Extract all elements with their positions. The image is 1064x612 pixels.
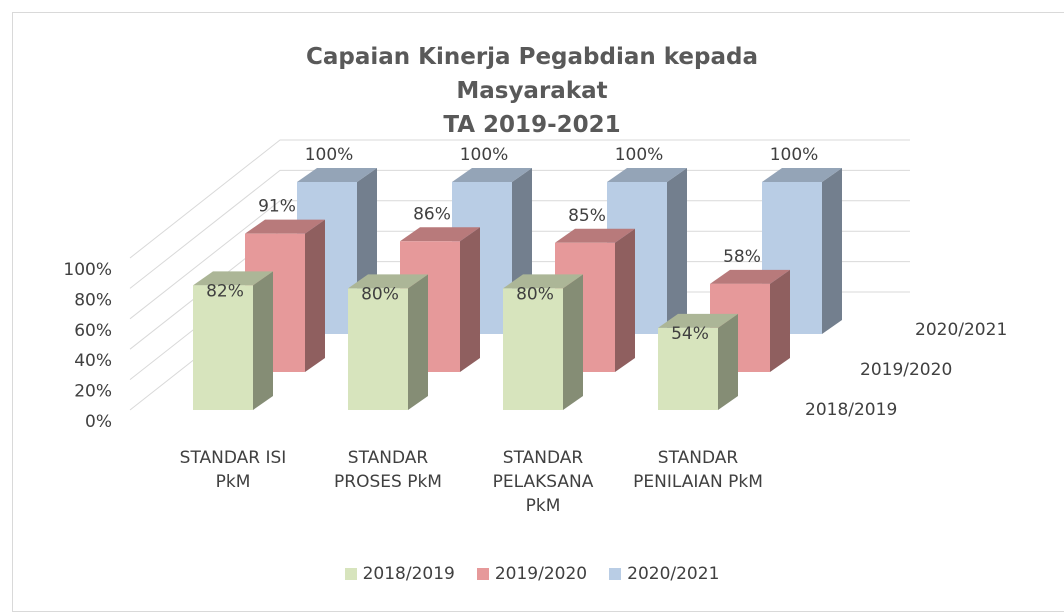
y-tick-label: 20%: [74, 382, 112, 402]
data-label: 80%: [516, 284, 554, 304]
legend-item: 2018/2019: [344, 564, 455, 584]
bar-side: [667, 168, 687, 334]
bar: [193, 271, 273, 410]
data-label: 80%: [361, 284, 399, 304]
x-tick-label: STANDAR PELAKSANA PkM: [492, 448, 594, 516]
data-label: 91%: [258, 197, 296, 217]
data-label: 100%: [305, 145, 354, 165]
bar: [348, 274, 428, 410]
depth-label: 2019/2020: [860, 360, 952, 380]
bar-top: [245, 219, 325, 234]
data-label: 100%: [770, 145, 819, 165]
depth-label: 2020/2021: [915, 320, 1007, 340]
y-tick-label: 100%: [63, 260, 112, 280]
bar-side: [408, 274, 428, 410]
y-tick-label: 60%: [74, 321, 112, 341]
legend-swatch: [476, 568, 489, 580]
legend-label: 2018/2019: [362, 564, 455, 584]
legend-item: 2019/2020: [476, 564, 588, 584]
x-tick-label: STANDAR PENILAIAN PkM: [633, 448, 763, 492]
legend: 2018/2019 2019/2020 2020/2021: [0, 564, 1064, 584]
x-tick-label: STANDAR ISI PkM: [179, 448, 287, 492]
legend-swatch: [609, 568, 622, 580]
bar-front: [503, 288, 563, 410]
chart-title: Capaian Kinerja Pegabdian kepada Masyara…: [305, 44, 758, 138]
bar-top: [193, 271, 273, 286]
data-label: 82%: [206, 281, 244, 301]
bar-front: [348, 288, 408, 410]
legend-label: 2020/2021: [627, 564, 720, 584]
y-tick-label: 80%: [74, 290, 112, 310]
bar: [503, 274, 583, 410]
bar-side: [718, 313, 738, 410]
bar-top: [348, 274, 428, 289]
bar-side: [615, 228, 635, 372]
bar-front: [658, 327, 718, 410]
bar: [400, 227, 480, 372]
data-label: 100%: [460, 145, 509, 165]
bar-top: [297, 168, 377, 182]
bar-top: [762, 168, 842, 182]
bar-top: [452, 168, 532, 182]
bar-top: [400, 227, 480, 242]
grid-line: [129, 139, 910, 259]
grid-line: [129, 200, 910, 320]
data-label: 100%: [615, 145, 664, 165]
y-tick-label: 40%: [74, 351, 112, 371]
data-label: 86%: [413, 204, 451, 224]
legend-item: 2020/2021: [609, 564, 719, 584]
bar-front: [193, 285, 253, 410]
bar-side: [460, 227, 480, 372]
bar: [658, 313, 738, 410]
bar-side: [253, 271, 273, 410]
bar-top: [555, 228, 635, 243]
y-tick-label: 0%: [85, 412, 112, 432]
bar-top: [658, 313, 738, 328]
data-label: 85%: [568, 206, 606, 226]
bar-side: [563, 274, 583, 410]
data-label: 58%: [723, 247, 761, 267]
legend-label: 2019/2020: [494, 564, 588, 584]
bar-top: [607, 168, 687, 182]
data-label: 54%: [671, 324, 709, 344]
legend-swatch: [344, 568, 357, 580]
bar-side: [770, 269, 790, 372]
bar-side: [305, 219, 325, 372]
bar-top: [710, 269, 790, 284]
bar-side: [822, 168, 842, 334]
depth-label: 2018/2019: [805, 400, 897, 420]
grid-line: [129, 169, 910, 289]
bar-top: [503, 274, 583, 289]
bar: [555, 228, 635, 372]
x-tick-label: STANDAR PROSES PkM: [334, 448, 442, 492]
